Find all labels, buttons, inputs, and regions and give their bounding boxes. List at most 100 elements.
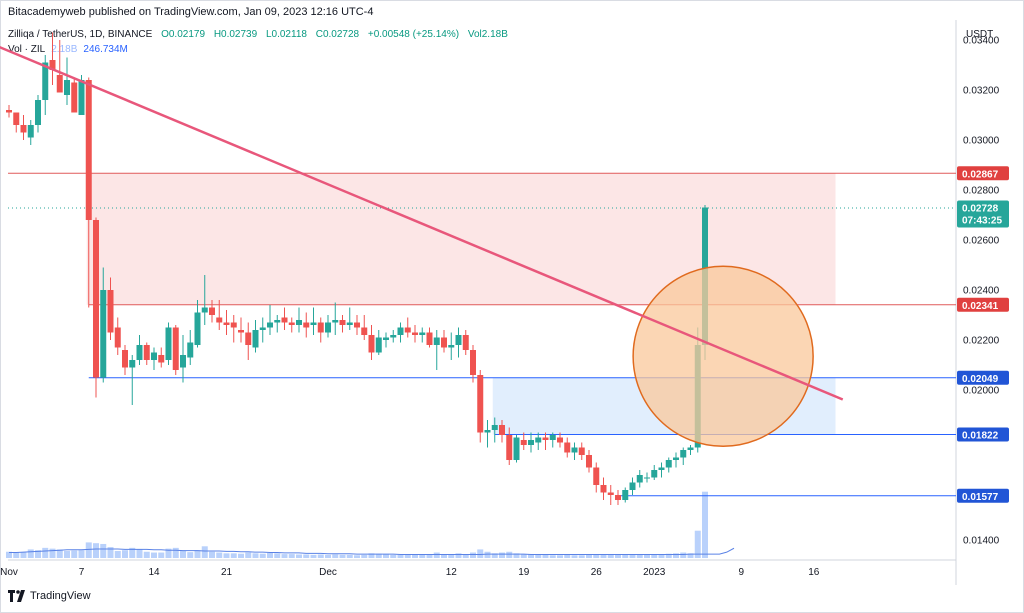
footer-brand-label: TradingView [30, 590, 91, 602]
volume-bar [600, 554, 607, 558]
candle-body [499, 425, 505, 435]
volume-bar [615, 554, 621, 558]
volume-legend-label[interactable]: Vol · ZIL [8, 44, 46, 55]
time-tick-label: 21 [221, 567, 233, 578]
candle-body [180, 355, 186, 368]
symbol-title[interactable]: Zilliqa / TetherUS, 1D, BINANCE [8, 29, 153, 40]
volume-legend-value: 2.18B [51, 44, 78, 55]
volume-bar [281, 554, 288, 558]
time-tick-label: 9 [738, 567, 744, 578]
volume-bar [42, 547, 49, 558]
volume-bar [223, 553, 230, 558]
candle-body [470, 350, 476, 375]
time-tick-label: 19 [518, 567, 530, 578]
volume-bar [593, 554, 600, 558]
candle-body [122, 350, 128, 368]
candle-body [93, 220, 99, 378]
volume-bar [535, 554, 542, 558]
candle-body [20, 125, 27, 133]
candle-body [513, 437, 520, 460]
candle-body [390, 335, 397, 338]
volume-bar [506, 551, 513, 558]
volume-bar [477, 549, 484, 558]
highlight-circle [632, 265, 814, 447]
candle-body [151, 352, 157, 360]
volume-bar [252, 553, 259, 558]
candle-body [528, 440, 534, 445]
candle-body [622, 490, 629, 500]
high-value: H0.02739 [213, 29, 258, 40]
volume-bar [35, 550, 41, 558]
volume-bar [296, 554, 302, 558]
time-tick-label: Dec [319, 567, 337, 578]
price-tick-label: 0.03000 [963, 136, 1000, 147]
candle-body [571, 447, 578, 453]
candle-body [216, 317, 223, 323]
volume-bar [85, 542, 92, 558]
candle-body [448, 345, 455, 348]
volume-bar [470, 552, 476, 558]
candle-body [201, 307, 208, 313]
candle-body [426, 332, 433, 345]
volume-bar [136, 549, 143, 558]
change-value: +0.00548 (+25.14%) [367, 29, 460, 40]
price-tick-label: 0.02000 [963, 386, 1000, 397]
currency-label[interactable]: USDT [966, 29, 994, 40]
price-tick-label: 0.02200 [963, 336, 1000, 347]
volume-bar [520, 554, 527, 558]
symbol-legend: Zilliqa / TetherUS, 1D, BINANCE O0.02179… [8, 29, 514, 40]
volume-bar [303, 554, 310, 558]
support-price-badge-bg [957, 370, 1009, 385]
candle-body [223, 322, 230, 325]
candle-body [13, 112, 20, 125]
volume-bar [114, 550, 121, 558]
candle-body [325, 322, 331, 333]
volume-bar [354, 555, 360, 558]
candle-body [506, 435, 513, 460]
resistance-price-badge-text: 0.02341 [962, 301, 999, 312]
volume-bar [56, 549, 63, 558]
volume-bar [673, 553, 679, 558]
candle-body [252, 330, 259, 348]
time-tick-label: 12 [446, 567, 458, 578]
candle-body [375, 337, 382, 353]
candle-body [600, 485, 607, 493]
volume-bar [694, 530, 701, 558]
price-tick-label: 0.02400 [963, 286, 1000, 297]
volume-value: Vol2.18B [467, 29, 508, 40]
volume-bar [586, 554, 592, 558]
volume-bar [578, 555, 585, 558]
candle-body [549, 435, 556, 440]
resistance-price-badge-bg [957, 297, 1009, 312]
candle-body [607, 492, 614, 495]
open-value: O0.02179 [161, 29, 206, 40]
candle-body [680, 450, 687, 458]
candle-body [35, 100, 41, 125]
volume-bar [129, 547, 136, 558]
candle-body [187, 342, 194, 358]
candle-body [296, 320, 302, 325]
volume-bar [665, 553, 672, 558]
volume-bar [100, 543, 107, 558]
time-tick-label: 2023 [643, 567, 666, 578]
candle-body [687, 447, 694, 450]
candle-body [455, 335, 462, 345]
support-price-badge-bg [957, 427, 1009, 442]
candle-body [78, 80, 85, 115]
volume-bar [361, 554, 368, 558]
volume-bar [441, 554, 447, 558]
volume-bar [528, 554, 534, 558]
candle-body [477, 375, 484, 433]
candle-body [288, 322, 295, 325]
volume-bar [93, 543, 99, 558]
candle-body [491, 425, 498, 430]
candle-body [368, 335, 375, 353]
volume-bar [557, 555, 563, 558]
candle-body [194, 312, 201, 345]
volume-bar [267, 552, 273, 558]
volume-bar [13, 552, 20, 558]
volume-bar [187, 552, 194, 558]
candle-body [64, 80, 70, 95]
volume-bar [27, 549, 34, 558]
